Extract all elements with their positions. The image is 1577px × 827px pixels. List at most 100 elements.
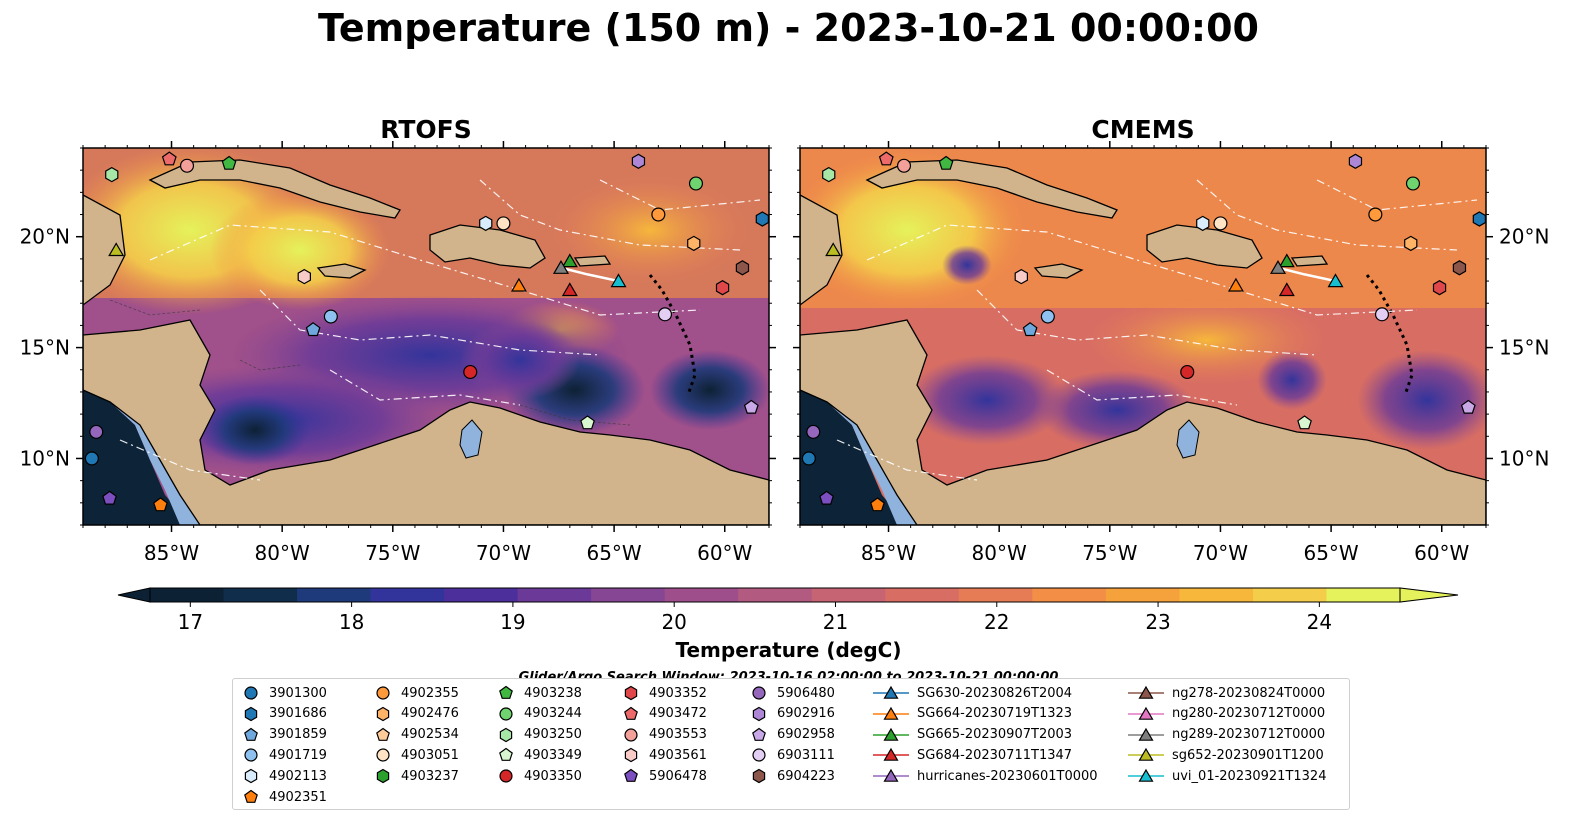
float-marker-4901719 <box>323 309 338 324</box>
legend-marker <box>883 706 899 720</box>
float-marker-SG664-20230719T1323 <box>1227 277 1244 292</box>
legend-item: 5906478 <box>621 766 707 786</box>
lat-tick-label: 20°N <box>1499 225 1549 249</box>
legend-label: 4903350 <box>524 768 582 784</box>
float-marker-4903349 <box>1297 415 1312 430</box>
lon-tick-label: 75°W <box>1082 541 1137 560</box>
colorbar-segment <box>297 588 372 602</box>
lat-tick-label: 10°N <box>1499 446 1549 470</box>
float-marker-4903553 <box>896 158 912 173</box>
colorbar-segment <box>885 588 960 602</box>
legend-marker-icon <box>873 727 909 741</box>
map-panel-rtofs: 85°W 80°W 75°W 70°W 65°W 60°W 20°N 15°N 10°N <box>20 141 776 560</box>
float-marker-6904223 <box>735 260 750 276</box>
legend-marker <box>883 685 899 699</box>
legend-marker <box>244 768 258 784</box>
float-marker-4903051 <box>496 216 511 231</box>
legend-item: uvi_01-20230921T1324 <box>1128 766 1326 786</box>
legend-item: 4902351 <box>241 787 327 807</box>
float-marker-6902958 <box>1460 399 1476 414</box>
legend-marker <box>883 748 899 762</box>
legend-item: 6904223 <box>749 766 835 786</box>
colorbar-tick-label: 21 <box>823 610 848 634</box>
legend-marker <box>499 769 513 783</box>
legend-marker-icon <box>873 768 909 782</box>
float-marker-4903553 <box>179 158 195 173</box>
legend-marker-icon <box>499 685 513 699</box>
legend-marker-icon <box>752 768 766 784</box>
legend-item: 4903352 <box>621 683 707 703</box>
lat-tick-label: 15°N <box>1499 336 1549 360</box>
legend-marker-icon <box>499 707 513 721</box>
legend-marker-icon <box>376 706 390 721</box>
legend-item: hurricanes-20230601T0000 <box>873 766 1098 786</box>
colorbar-tick-label: 18 <box>339 610 364 634</box>
legend-marker-icon <box>873 685 909 699</box>
float-marker-SG664-20230719T1323 <box>510 277 527 292</box>
legend-marker-icon <box>873 748 909 762</box>
colorbar-segment <box>370 588 445 602</box>
float-marker-4903250 <box>822 166 836 183</box>
float-marker-4903238 <box>221 155 237 170</box>
legend-item: 6902958 <box>749 725 835 745</box>
float-marker-3901686 <box>755 211 770 227</box>
legend-item: 5906480 <box>749 683 835 703</box>
legend-label: sg652-20230901T1200 <box>1172 747 1324 763</box>
legend-marker <box>499 707 513 721</box>
legend-marker <box>624 768 638 783</box>
legend-label: 4903238 <box>524 685 582 701</box>
legend-marker <box>752 706 766 721</box>
legend-item: 4903350 <box>496 766 582 786</box>
legend-marker <box>1138 685 1154 699</box>
legend-marker-icon <box>752 706 766 721</box>
legend-label: SG684-20230711T1347 <box>917 747 1073 763</box>
legend-label: 4902355 <box>401 685 459 701</box>
legend-marker <box>752 748 766 762</box>
legend-marker <box>376 768 390 784</box>
float-marker-4902355 <box>651 207 666 222</box>
legend-label: uvi_01-20230921T1324 <box>1172 768 1327 784</box>
lat-tick-label: 15°N <box>20 336 70 360</box>
legend-marker <box>624 685 638 701</box>
float-marker-4903250 <box>105 166 119 183</box>
legend-item: 3901686 <box>241 704 327 724</box>
legend-marker <box>499 685 513 699</box>
colorbar-segment <box>591 588 666 602</box>
legend-label: SG665-20230907T2003 <box>917 727 1073 743</box>
legend-marker <box>752 727 766 741</box>
legend-label: 4902113 <box>269 768 327 784</box>
float-marker-4903561 <box>1014 268 1028 285</box>
float-marker-6902916 <box>631 153 646 169</box>
lat-tick-label: 10°N <box>20 446 70 470</box>
legend-label: 4903237 <box>401 768 459 784</box>
legend-marker <box>499 748 513 762</box>
float-marker-5906478 <box>819 490 834 505</box>
legend-marker <box>1138 768 1154 782</box>
float-marker-5906478 <box>102 490 117 505</box>
float-marker-4902351 <box>153 497 168 512</box>
legend-item: 4902476 <box>373 704 459 724</box>
float-marker-3901859 <box>1022 322 1038 337</box>
legend-label: 6904223 <box>777 768 835 784</box>
float-marker-ng289-20230712T0000 <box>1269 260 1287 274</box>
legend-item: 4903553 <box>621 725 707 745</box>
legend-label: 6902916 <box>777 706 835 722</box>
float-marker-4903472 <box>161 151 177 166</box>
colorbar-tick-label: 22 <box>984 610 1009 634</box>
float-marker-4903352 <box>715 280 730 296</box>
colorbar-tick-label: 20 <box>661 610 686 634</box>
lon-tick-label: 85°W <box>144 541 199 560</box>
legend-item: 4902355 <box>373 683 459 703</box>
lon-tick-label: 60°W <box>1414 541 1469 560</box>
legend-label: 4903250 <box>524 727 582 743</box>
float-marker-4902355 <box>1368 207 1383 222</box>
legend-marker-icon <box>244 789 258 803</box>
legend-label: 4903349 <box>524 747 582 763</box>
legend-marker <box>883 768 899 782</box>
legend-item: SG665-20230907T2003 <box>873 725 1072 745</box>
legend-marker-icon <box>873 706 909 720</box>
legend-item: ng280-20230712T0000 <box>1128 704 1325 724</box>
colorbar-segment <box>1252 588 1327 602</box>
colorbar-segment <box>223 588 298 602</box>
float-marker-4903238 <box>938 155 954 170</box>
